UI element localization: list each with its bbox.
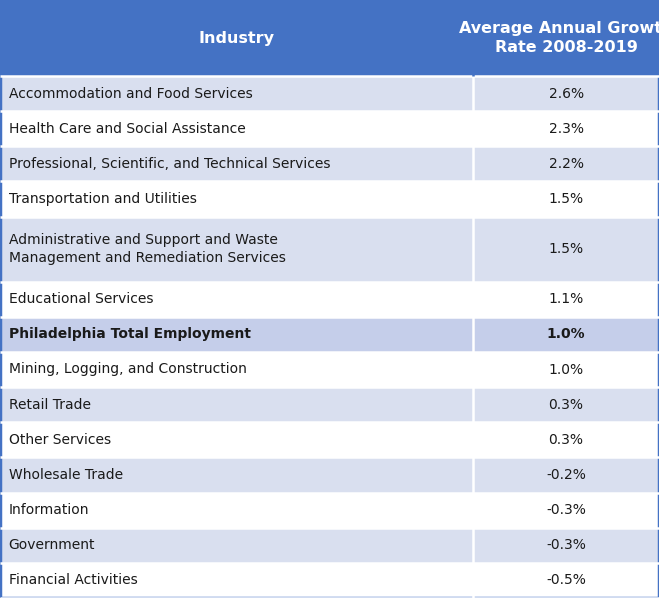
Text: Government: Government: [9, 538, 95, 553]
Bar: [473, 216, 659, 282]
Bar: [0, 457, 473, 493]
Text: Educational Services: Educational Services: [9, 292, 153, 306]
Bar: [0, 352, 473, 387]
Bar: [473, 527, 659, 563]
Text: Philadelphia Total Employment: Philadelphia Total Employment: [9, 327, 250, 341]
Bar: [473, 317, 659, 352]
Text: Information: Information: [9, 503, 89, 517]
Bar: [0, 563, 473, 598]
Text: 0.3%: 0.3%: [548, 433, 584, 447]
Text: -0.3%: -0.3%: [546, 538, 586, 553]
Text: 1.0%: 1.0%: [548, 362, 584, 377]
Text: 1.1%: 1.1%: [548, 292, 584, 306]
Bar: [473, 181, 659, 216]
Text: Wholesale Trade: Wholesale Trade: [9, 468, 123, 482]
Bar: [473, 422, 659, 457]
Text: 2.6%: 2.6%: [548, 87, 584, 100]
Text: Average Annual Growth
Rate 2008-2019: Average Annual Growth Rate 2008-2019: [459, 21, 659, 55]
Text: Transportation and Utilities: Transportation and Utilities: [9, 192, 196, 206]
Bar: [0, 387, 473, 422]
Bar: [0, 0, 473, 76]
Bar: [473, 387, 659, 422]
Text: Mining, Logging, and Construction: Mining, Logging, and Construction: [9, 362, 246, 377]
Bar: [473, 147, 659, 181]
Text: 1.5%: 1.5%: [548, 192, 584, 206]
Text: 2.2%: 2.2%: [548, 157, 584, 171]
Bar: [473, 76, 659, 111]
Text: -0.5%: -0.5%: [546, 573, 586, 587]
Text: Other Services: Other Services: [9, 433, 111, 447]
Text: Industry: Industry: [198, 30, 275, 45]
Bar: [0, 216, 473, 282]
Text: 2.3%: 2.3%: [548, 122, 584, 136]
Bar: [473, 111, 659, 147]
Text: Accommodation and Food Services: Accommodation and Food Services: [9, 87, 252, 100]
Bar: [473, 0, 659, 76]
Text: 1.5%: 1.5%: [548, 242, 584, 256]
Text: -0.2%: -0.2%: [546, 468, 586, 482]
Text: Retail Trade: Retail Trade: [9, 398, 90, 411]
Bar: [473, 563, 659, 598]
Text: 1.0%: 1.0%: [547, 327, 585, 341]
Bar: [0, 422, 473, 457]
Text: Financial Activities: Financial Activities: [9, 573, 137, 587]
Text: -0.3%: -0.3%: [546, 503, 586, 517]
Bar: [0, 317, 473, 352]
Text: Health Care and Social Assistance: Health Care and Social Assistance: [9, 122, 245, 136]
Bar: [0, 527, 473, 563]
Bar: [0, 147, 473, 181]
Bar: [0, 282, 473, 317]
Bar: [473, 352, 659, 387]
Bar: [473, 493, 659, 527]
Bar: [473, 457, 659, 493]
Bar: [0, 76, 473, 111]
Bar: [0, 181, 473, 216]
Bar: [0, 111, 473, 147]
Text: Administrative and Support and Waste
Management and Remediation Services: Administrative and Support and Waste Man…: [9, 233, 285, 265]
Text: 0.3%: 0.3%: [548, 398, 584, 411]
Text: Professional, Scientific, and Technical Services: Professional, Scientific, and Technical …: [9, 157, 330, 171]
Bar: [473, 282, 659, 317]
Bar: [0, 493, 473, 527]
